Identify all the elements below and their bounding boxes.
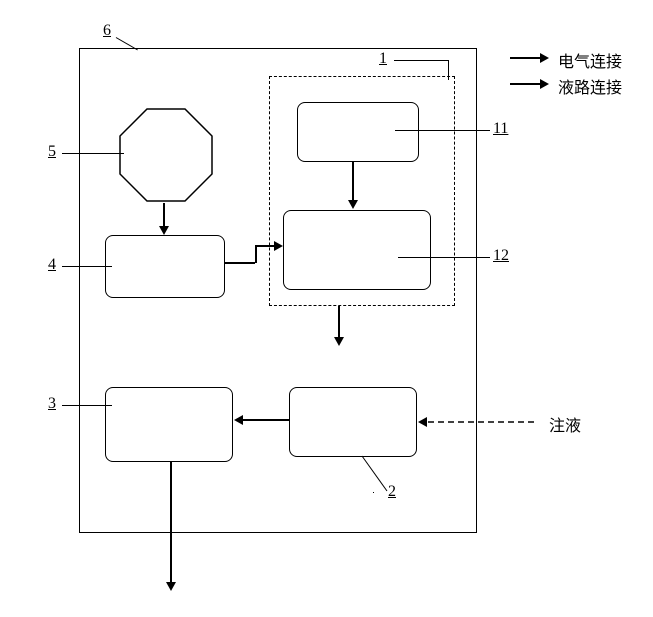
arrow-5-4 <box>163 203 165 226</box>
leader-1a <box>394 60 449 61</box>
box-4 <box>105 235 225 298</box>
label-3: 3 <box>48 395 56 413</box>
arrow-4-12-v <box>255 245 257 263</box>
arrow-inject-2 <box>417 414 537 430</box>
box-12 <box>283 210 431 290</box>
legend-elec-head <box>540 53 549 63</box>
leader-11 <box>395 130 490 131</box>
arrow-12-2-head <box>334 337 344 346</box>
legend-elec-line <box>510 57 540 59</box>
label-5: 5 <box>48 143 56 161</box>
arrow-4-12-head <box>274 241 283 251</box>
arrow-5-4-head <box>159 226 169 235</box>
label-2: 2 <box>388 483 396 501</box>
leader-3 <box>62 405 112 406</box>
octagon-5 <box>118 107 214 203</box>
arrow-2-3-head <box>234 415 243 425</box>
legend-electrical: 电气连接 <box>558 48 622 72</box>
label-6: 6 <box>103 22 111 40</box>
arrow-11-12 <box>352 162 354 200</box>
label-4: 4 <box>48 256 56 274</box>
leader-1b <box>448 60 449 80</box>
arrow-4-12-h1 <box>225 262 255 264</box>
arrow-inject-2-head <box>418 417 427 427</box>
label-12: 12 <box>493 247 509 265</box>
leader-5 <box>62 153 124 154</box>
arrow-4-12-h2 <box>255 245 275 247</box>
arrow-3-out-head <box>166 582 176 591</box>
arrow-3-out <box>170 462 172 582</box>
legend-fluid-line <box>510 83 540 85</box>
legend-fluid-head <box>540 79 549 89</box>
legend-fluid: 液路连接 <box>558 74 622 98</box>
arrow-11-12-head <box>348 200 358 209</box>
arrow-12-2 <box>338 306 340 337</box>
leader-12 <box>398 257 490 258</box>
label-1: 1 <box>379 50 387 68</box>
box-2 <box>289 387 417 457</box>
box-11 <box>297 102 419 162</box>
leader-4 <box>62 266 112 267</box>
box-3 <box>105 387 233 462</box>
inject-label: 注液 <box>549 412 581 436</box>
label-11: 11 <box>493 120 508 138</box>
arrow-2-3 <box>243 419 289 421</box>
